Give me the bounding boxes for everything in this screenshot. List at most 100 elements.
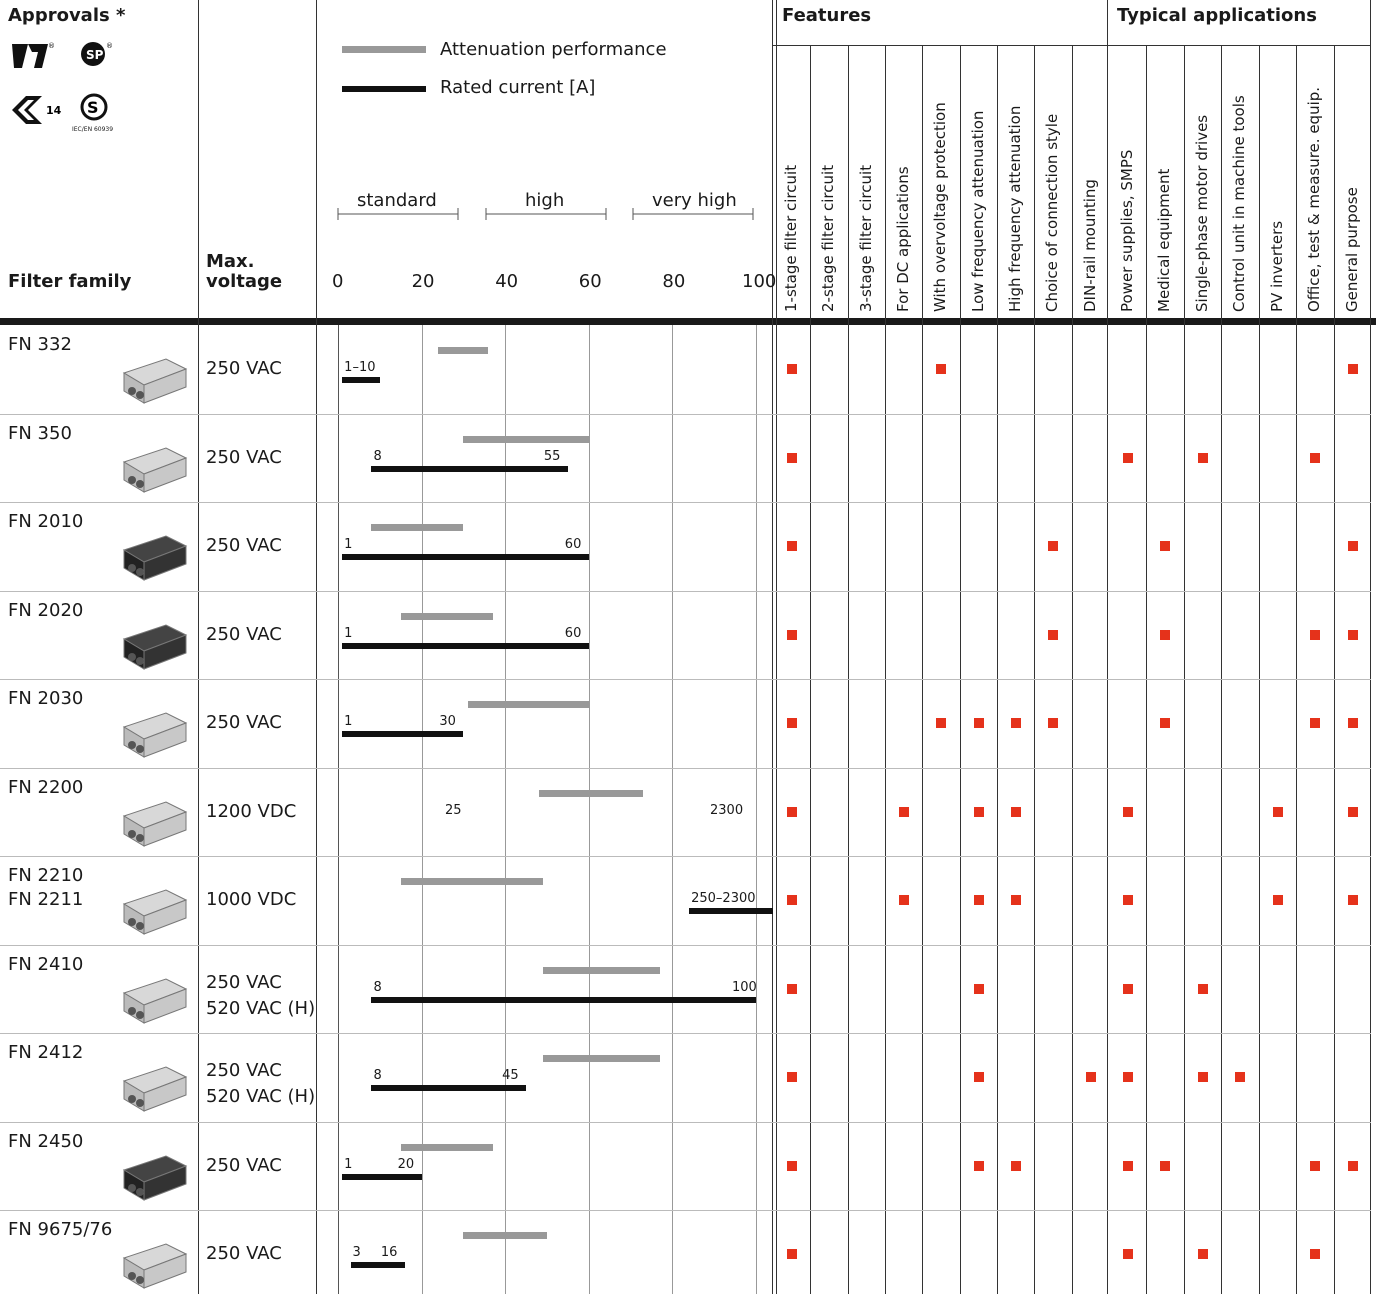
max-voltage-2: 520 VAC (H) [206,997,316,1019]
max-voltage: 250 VAC [206,535,282,556]
feature-mark [974,1160,984,1171]
enec-icon: 14 [12,96,62,124]
svg-text:14: 14 [46,104,62,117]
band-high-label: high [523,190,567,211]
max-voltage-2: 520 VAC (H) [206,1086,316,1107]
max-voltage: 250 VAC [206,971,282,993]
band-very-high-label: very high [650,190,739,211]
application-mark [1123,1072,1133,1082]
rated-current-bar [371,996,756,1003]
current-min-label: 8 [373,1068,382,1083]
application-mark [1123,1249,1133,1259]
filter-family-name: FN 2010 [8,511,84,532]
feature-mark [1011,806,1021,817]
application-mark [1348,895,1358,905]
feature-column-header: For DC applications [894,166,912,312]
feature-column-header: High frequency attenuation [1006,105,1024,312]
filter-family-name: FN 332 [8,334,72,355]
feature-mark [787,1160,797,1171]
feature-col-line [1034,46,1035,1294]
feature-mark [974,895,984,905]
application-column-header: General purpose [1343,187,1361,312]
application-mark [1198,1072,1208,1082]
application-mark [1310,1160,1320,1171]
divider-end [1370,0,1371,1294]
max-voltage: 1200 VDC [206,800,297,822]
max-voltage: 250 VAC [206,446,282,468]
application-mark [1348,806,1358,817]
filter-family-name: FN 2200 [8,776,84,798]
current-min-label: 25 [445,802,462,818]
attenuation-bar [400,1143,493,1151]
svg-text:®: ® [48,42,55,50]
feature-mark [1011,895,1021,905]
features-header: Features [782,5,872,26]
feature-mark [1048,541,1058,551]
feature-mark [787,541,797,551]
current-min-label: 3 [352,1245,361,1260]
divider-family [198,0,199,1294]
legend-attenuation-label: Attenuation performance [440,39,667,60]
product-photo-icon [122,535,188,581]
attenuation-bar [463,435,589,443]
rated-current-bar [342,1173,422,1180]
application-mark [1310,718,1320,728]
application-mark [1123,895,1133,905]
product-photo-icon [122,623,188,670]
application-mark [1348,364,1358,374]
application-mark [1160,629,1170,640]
attenuation-bar [542,966,660,974]
current-min-label: 1–10 [344,360,376,375]
feature-mark [787,364,797,374]
rated-current-bar [689,908,773,914]
application-mark [1160,541,1170,551]
legend-current-label: Rated current [A] [440,77,596,98]
current-max-label: 2300 [710,802,744,818]
rated-current-bar [342,642,589,649]
product-photo-icon [122,1066,188,1112]
axis-tick-label: 100 [742,271,777,292]
attenuation-bar [542,1055,660,1062]
feature-column-header: 1-stage filter circuit [782,164,800,312]
current-min-label: 1 [344,625,353,641]
current-min-label: 1 [344,714,353,729]
rated-current-bar [371,1085,527,1091]
feature-column-header: Choice of connection style [1043,113,1061,312]
current-max-label: 16 [380,1245,398,1260]
feature-mark [787,1072,797,1082]
svg-text:S: S [87,98,99,117]
row-separator [0,502,1371,503]
filter-family-header: Filter family [8,271,132,292]
filter-family-name: FN 2210 [8,865,84,886]
feature-column-header: With overvoltage protection [931,102,949,312]
feature-col-line [885,46,886,1294]
application-mark [1235,1072,1245,1082]
max-voltage: 250 VAC [206,623,282,645]
application-mark [1198,452,1208,463]
app-col-line [1146,46,1147,1294]
application-mark [1348,541,1358,551]
chart-gridline [672,325,674,1294]
feature-mark [899,806,909,817]
application-mark [1198,1249,1208,1259]
application-mark [1273,895,1283,905]
feature-mark [787,452,797,463]
axis-tick-label: 0 [332,271,344,292]
feature-column-header: 3-stage filter circuit [857,164,875,312]
max-voltage: 250 VAC [206,1060,282,1081]
product-photo-icon [122,977,188,1024]
feature-mark [787,718,797,728]
app-col-line [1296,46,1297,1294]
header-rule [0,318,1376,325]
filter-family-name: FN 2020 [8,599,84,621]
band-standard-label: standard [355,190,439,211]
attenuation-bar [467,701,589,708]
s-mark-icon: S [80,93,108,121]
application-column-header: Medical equipment [1155,168,1173,312]
application-mark [1123,806,1133,817]
attenuation-bar [438,347,489,354]
feature-mark [974,1072,984,1082]
feature-mark [1048,718,1058,728]
current-min-label: 1 [344,1156,353,1172]
filter-family-name: FN 2450 [8,1130,84,1152]
